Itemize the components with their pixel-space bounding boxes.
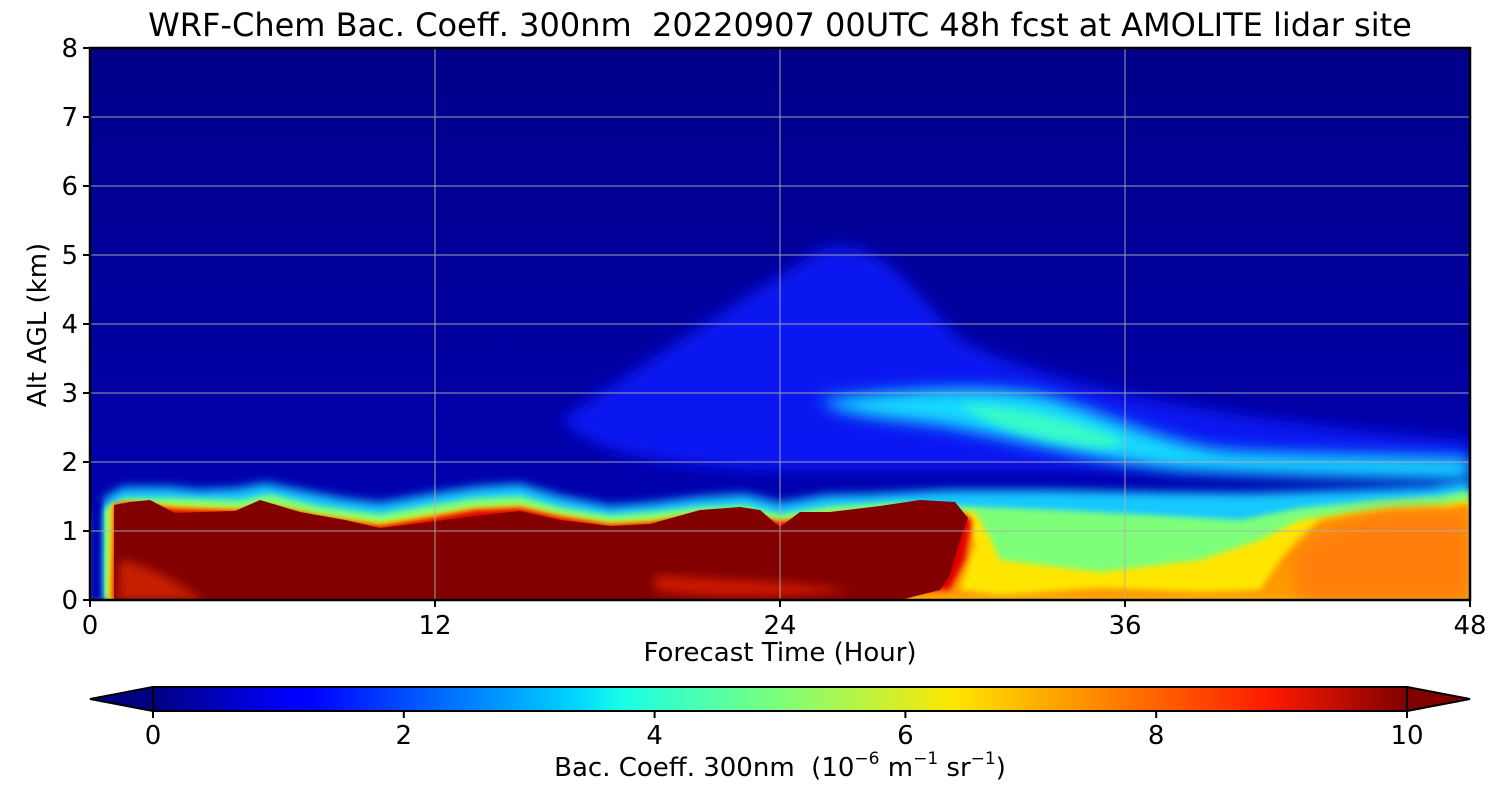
x-axis-label: Forecast Time (Hour) [643,638,917,668]
x-tick-label: 0 [82,611,99,641]
heatmap-right-cell [1290,509,1470,600]
y-tick-label: 3 [61,379,78,409]
colorbar-label-mid: m [879,753,914,783]
y-tick-label: 2 [61,448,78,478]
chart-title: WRF-Chem Bac. Coeff. 300nm 20220907 00UT… [148,6,1412,44]
colorbar-label-end: ) [995,753,1006,783]
colorbar-label-exp2: −1 [913,749,939,769]
x-tick-label: 12 [418,611,451,641]
heatmap-core-lower [655,575,850,596]
colorbar-extend-low [89,685,154,713]
colorbar-frame [152,686,1408,712]
heatmap-pbl-maxcore [114,500,968,600]
grid [90,48,1470,600]
y-axis-ticks: 0 1 2 3 4 5 6 7 8 [61,34,90,616]
colorbar-tick-label: 6 [897,721,914,751]
x-tick-label: 24 [763,611,796,641]
colorbar-label-exp1: −6 [854,749,880,769]
colorbar-label-exp3: −1 [970,749,996,769]
colorbar-label-mid2: sr [938,753,971,783]
colorbar-tick-label: 8 [1148,721,1165,751]
heatmap-plume-blue [560,246,1470,470]
y-tick-label: 6 [61,172,78,202]
y-tick-label: 0 [61,586,78,616]
colorbar-extend-high [1406,685,1471,713]
colorbar-tick-label: 4 [646,721,663,751]
x-tick-label: 36 [1108,611,1141,641]
y-tick-label: 4 [61,310,78,340]
x-axis-ticks: 0 12 24 36 48 [82,600,1487,641]
colorbar-ticks: 0 2 4 6 8 10 [145,711,1424,751]
colorbar-label: Bac. Coeff. 300nm (10−6 m−1 sr−1) [0,751,1500,784]
heatmap-core-lighter [118,560,205,600]
heatmap-left-edge [90,500,102,600]
heatmap-plume-core [960,405,1123,447]
colorbar: 0 2 4 6 8 10 [89,685,1471,751]
x-tick-label: 48 [1453,611,1486,641]
y-axis-label: Alt AGL (km) [23,242,53,408]
colorbar-label-main: Bac. Coeff. 300nm (10 [554,753,855,783]
y-tick-label: 7 [61,103,78,133]
y-tick-label: 5 [61,241,78,271]
colorbar-tick-label: 2 [396,721,413,751]
y-tick-label: 1 [61,517,78,547]
colorbar-tick-label: 10 [1390,721,1423,751]
colorbar-gradient [153,687,1407,711]
colorbar-tick-label: 0 [145,721,162,751]
y-tick-label: 8 [61,34,78,64]
